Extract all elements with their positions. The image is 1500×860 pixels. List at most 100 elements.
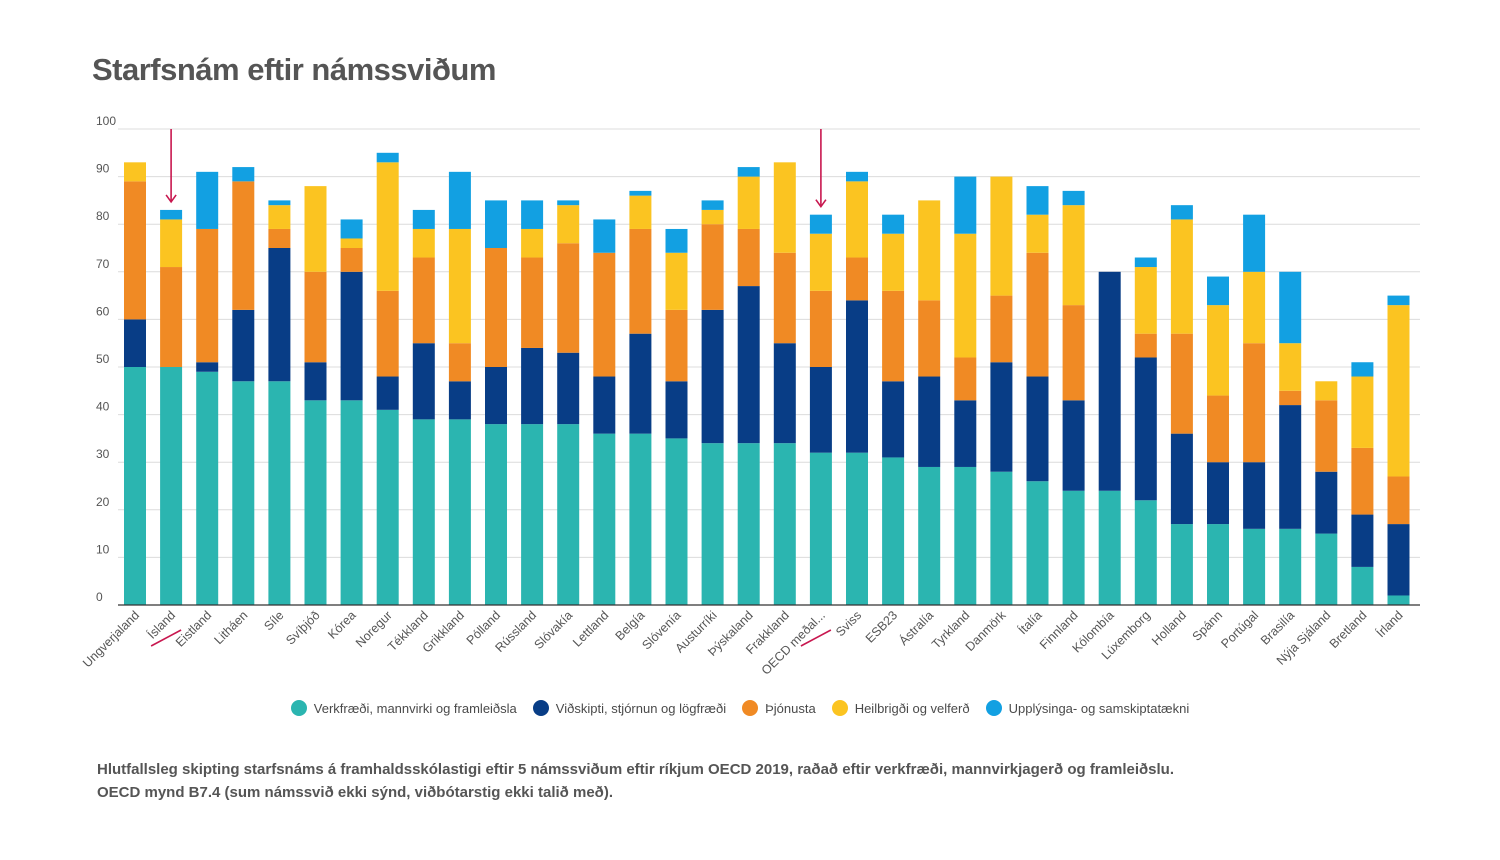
bar-segment	[448, 381, 471, 420]
bar-segment	[954, 176, 977, 234]
bar-segment	[1279, 343, 1302, 391]
bar-segment	[521, 347, 544, 425]
bar-segment	[1026, 214, 1049, 253]
bar-segment	[1062, 490, 1085, 605]
bar-segment	[124, 162, 146, 182]
x-tick-label: Svíþjóð	[283, 608, 322, 647]
bar-segment	[232, 309, 255, 382]
bar-segment	[1351, 514, 1374, 567]
bar-segment	[1279, 405, 1302, 529]
bar-segment	[1207, 395, 1229, 463]
x-tick-label: Eistland	[173, 608, 214, 649]
bar-segment	[485, 424, 507, 605]
bar-segment	[1026, 376, 1049, 482]
bar-segment	[1315, 533, 1338, 605]
bar-segment	[1207, 276, 1229, 306]
bar-segment	[232, 381, 255, 605]
bar-segment	[304, 362, 327, 401]
bar-segment	[196, 371, 219, 605]
caption-line-2: OECD mynd B7.4 (sum námssvið ekki sýnd, …	[97, 784, 613, 801]
bar-segment	[701, 224, 724, 310]
bar-segment	[737, 167, 760, 177]
bar-segment	[1243, 528, 1266, 605]
x-tick-label: Sviss	[833, 608, 864, 639]
x-tick-label: Slóvakía	[532, 608, 576, 652]
bar-segment	[593, 252, 616, 377]
bar-segment	[412, 419, 435, 605]
bar-segment	[376, 290, 399, 377]
legend-swatch	[831, 700, 848, 716]
bar-segment	[232, 181, 255, 310]
bar-segment	[160, 219, 183, 268]
x-tick-label: Ungverjaland	[80, 608, 142, 670]
y-tick-label: 100	[96, 114, 116, 128]
bar-segment	[918, 466, 941, 605]
bar-segment	[268, 248, 291, 382]
x-tick-label: Holland	[1149, 608, 1189, 648]
legend-item: Upplýsinga- og samskiptatækni	[985, 700, 1190, 716]
bar-segment	[521, 257, 544, 348]
bar-segment	[412, 209, 435, 229]
bar-segment	[1170, 524, 1193, 605]
bar-segment	[1315, 471, 1338, 534]
x-tick-label: Ítalía	[1015, 607, 1045, 637]
bar-segment	[1387, 476, 1410, 525]
bar-segment	[1062, 205, 1085, 306]
bar-segment	[376, 409, 399, 605]
y-tick-label: 60	[96, 304, 110, 318]
bar-segment	[1279, 271, 1302, 344]
bar-segment	[882, 214, 905, 234]
bar-segment	[737, 443, 760, 605]
bar-segment	[1026, 481, 1049, 605]
bar-segment	[521, 200, 544, 229]
bar-segment	[846, 171, 868, 182]
bar-segment	[557, 424, 580, 605]
x-tick-label: Portúgal	[1218, 608, 1261, 651]
x-tick-label: Danmörk	[963, 608, 1009, 654]
bar-segment	[196, 171, 219, 229]
bar-segment	[1243, 214, 1266, 272]
bar-segment	[268, 205, 291, 229]
caption-line-1: Hlutfallsleg skipting starfsnáms á framh…	[97, 761, 1175, 778]
bar-segment	[340, 238, 363, 248]
bar-segment	[809, 290, 832, 367]
legend-label: Upplýsinga- og samskiptatækni	[1008, 700, 1190, 716]
bar-segment	[701, 200, 724, 210]
bar-segment	[1387, 295, 1410, 306]
bar-segment	[809, 452, 832, 605]
bar-segment	[773, 343, 796, 444]
bar-segment	[124, 319, 146, 367]
bar-segment	[1098, 490, 1121, 605]
legend-item: Verkfræði, mannvirki og framleiðsla	[290, 700, 517, 716]
x-tick-label: OECD meðal...	[759, 608, 828, 677]
y-tick-label: 0	[96, 590, 103, 604]
bar-segment	[1170, 219, 1193, 334]
bar-segment	[737, 286, 760, 444]
bar-segment	[954, 233, 977, 358]
bar-segment	[1062, 400, 1085, 491]
bar-segment	[665, 228, 688, 253]
bar-segment	[376, 162, 399, 291]
y-tick-label: 80	[96, 209, 110, 223]
x-tick-label: Lettland	[570, 608, 611, 649]
x-tick-label: Síle	[261, 608, 286, 633]
bar-segment	[268, 200, 291, 206]
bar-segment	[340, 219, 363, 239]
legend-label: Viðskipti, stjórnun og lögfræði	[555, 700, 727, 716]
bar-segment	[485, 248, 507, 367]
x-tick-label: Ísland	[144, 607, 178, 641]
bar-segment	[701, 309, 724, 444]
bar-segment	[268, 381, 291, 605]
bar-segment	[593, 376, 616, 434]
bar-segment	[1315, 381, 1338, 401]
bar-segment	[846, 181, 868, 258]
legend-label: Þjónusta	[765, 700, 816, 716]
chart-caption: Hlutfallsleg skipting starfsnáms á framh…	[97, 758, 1174, 804]
bar-segment	[340, 248, 363, 272]
bar-segment	[809, 214, 832, 234]
bar-segment	[340, 271, 363, 401]
bar-segment	[448, 171, 471, 229]
bar-segment	[1026, 186, 1049, 215]
bar-segment	[1134, 333, 1157, 358]
